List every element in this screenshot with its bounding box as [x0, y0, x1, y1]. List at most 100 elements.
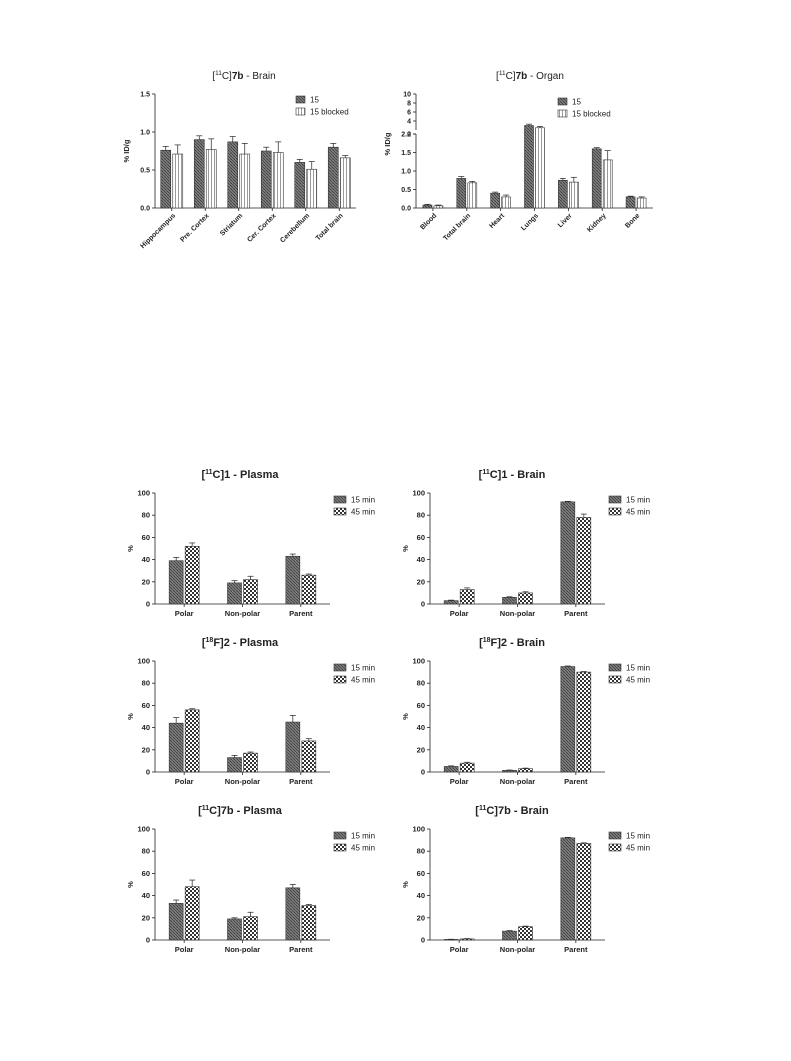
bar-series2	[459, 938, 475, 941]
legend-label: 45 min	[626, 676, 650, 685]
y-axis-label: % ID/g	[383, 132, 392, 155]
title-bracket: [	[202, 637, 206, 649]
bar-series2	[518, 592, 533, 605]
y-tick-label: 80	[142, 847, 150, 856]
y-tick-label: 80	[417, 847, 425, 856]
bar-series1	[560, 837, 576, 941]
title-compound: 7b	[232, 71, 244, 82]
x-tick-label: Cer. Cortex	[246, 212, 277, 243]
title-text: C]7b - Plasma	[209, 805, 283, 817]
title-bracket: [	[479, 469, 483, 481]
x-tick-label: Non-polar	[225, 945, 260, 954]
bar-series2	[205, 149, 217, 209]
y-tick-label: 60	[142, 701, 150, 710]
legend-label: 15 blocked	[310, 108, 349, 117]
y-tick-label: 0.5	[140, 168, 150, 175]
legend-swatch	[333, 495, 347, 504]
x-tick-label: Hippocampus	[139, 212, 177, 250]
title-bracket: [	[212, 71, 215, 82]
y-tick-label: 2.0	[401, 132, 411, 139]
y-axis-label: % ID/g	[122, 139, 131, 162]
y-tick-label: 20	[142, 745, 150, 754]
x-tick-label: Striatum	[219, 212, 244, 237]
y-tick-label: 8	[407, 101, 411, 108]
bar-series2	[239, 153, 251, 209]
bar-series1	[625, 196, 636, 209]
chart-title: [11C]7b - Plasma	[198, 805, 283, 817]
bar-series1	[502, 930, 517, 941]
bar-series1	[502, 597, 517, 605]
bar-series1	[285, 721, 301, 773]
y-tick-label: 40	[142, 723, 150, 732]
y-axis-label: %	[401, 545, 410, 552]
legend-swatch	[608, 495, 622, 504]
y-tick-label: 20	[417, 913, 425, 922]
x-tick-label: Non-polar	[225, 609, 260, 618]
x-tick-label: Total brain	[442, 212, 472, 242]
x-tick-label: Polar	[175, 609, 194, 618]
y-tick-label: 40	[142, 555, 150, 564]
title-isotope-mass: 11	[499, 70, 506, 77]
bar-series2	[301, 905, 317, 941]
legend-swatch	[333, 831, 347, 840]
legend-label: 15	[310, 96, 319, 105]
x-tick-label: Kidney	[586, 212, 608, 234]
title-isotope-mass: 11	[482, 469, 490, 476]
bar-series2	[184, 545, 200, 605]
chart-3: [11C]1 - Plasma 0 20 40 60 80 100% Polar Non-pol…	[126, 469, 375, 618]
y-tick-label: 80	[142, 679, 150, 688]
bar-series1	[558, 179, 568, 209]
legend-label: 15 min	[351, 664, 375, 673]
bar-series1	[168, 560, 184, 605]
title-text: C]1 - Plasma	[213, 469, 280, 481]
y-tick-label: 40	[142, 891, 150, 900]
x-tick-label: Pre. Cortex	[179, 212, 210, 243]
bar-series2	[576, 843, 592, 941]
bar-series1	[285, 555, 301, 605]
bar-series2	[243, 579, 258, 605]
bar-series2	[459, 589, 475, 605]
legend-label: 45 min	[351, 844, 375, 853]
bar-series1	[560, 501, 576, 605]
title-isotope-mass: 11	[479, 805, 487, 812]
chart-7: [11C]7b - Plasma 0 20 40 60 80 100% Polar Non-po…	[126, 805, 375, 954]
title-text: F]2 - Brain	[491, 637, 546, 649]
y-tick-label: 1.5	[401, 150, 411, 157]
bar-series2	[576, 517, 592, 605]
chart-title: [11C]1 - Plasma	[201, 469, 279, 481]
y-tick-label: 60	[417, 869, 425, 878]
x-tick-label: Parent	[289, 609, 313, 618]
bar-series1	[227, 757, 242, 773]
bar-series2	[243, 752, 258, 773]
bar-series1	[443, 766, 459, 773]
legend-label: 15 min	[351, 832, 375, 841]
legend-swatch	[608, 843, 622, 852]
y-tick-label: 20	[417, 577, 425, 586]
legend-label: 15 min	[351, 496, 375, 505]
bar-series1	[168, 903, 184, 941]
legend-swatch	[295, 107, 306, 116]
legend-swatch	[608, 675, 622, 684]
y-tick-label: 2	[407, 132, 411, 139]
bar-series2	[501, 196, 511, 209]
title-suffix: - Organ	[527, 71, 564, 82]
bar-series1	[591, 148, 602, 209]
bar-series1	[160, 149, 172, 209]
y-tick-label: 6	[407, 110, 411, 117]
title-bracket: [	[198, 805, 202, 817]
legend-swatch	[295, 95, 306, 104]
y-tick-label: 0	[146, 600, 150, 609]
legend-swatch	[557, 97, 568, 106]
bar-series2	[306, 168, 318, 209]
y-tick-label: 40	[417, 555, 425, 564]
y-tick-label: 1.0	[401, 169, 411, 176]
bar-series2	[602, 159, 613, 209]
legend-label: 15 min	[626, 832, 650, 841]
x-tick-label: Parent	[289, 945, 313, 954]
bar-series2	[301, 740, 317, 773]
x-tick-label: Cerebellum	[279, 212, 311, 244]
chart-6: [18F]2 - Brain 0 20 40 60 80 100% Polar Non-pola…	[401, 637, 650, 786]
title-text: C]7b - Brain	[486, 805, 549, 817]
y-tick-label: 80	[417, 679, 425, 688]
y-tick-label: 0	[421, 768, 425, 777]
